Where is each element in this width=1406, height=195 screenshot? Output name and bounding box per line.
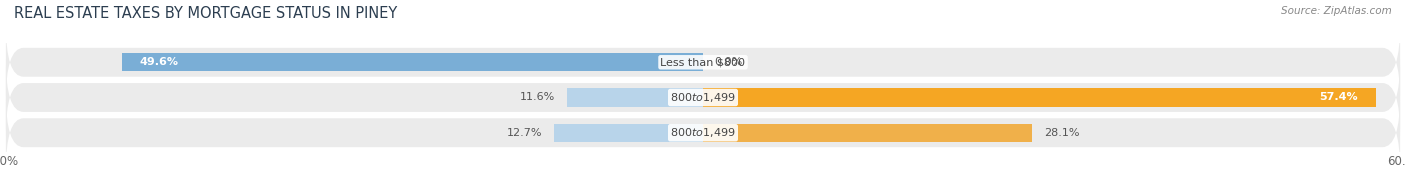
Text: 0.0%: 0.0% [714, 57, 742, 67]
FancyBboxPatch shape [6, 59, 1400, 136]
Text: $800 to $1,499: $800 to $1,499 [671, 91, 735, 104]
Bar [554, 124, 703, 142]
Text: $800 to $1,499: $800 to $1,499 [671, 126, 735, 139]
Text: REAL ESTATE TAXES BY MORTGAGE STATUS IN PINEY: REAL ESTATE TAXES BY MORTGAGE STATUS IN … [14, 6, 398, 21]
Text: Less than $800: Less than $800 [661, 57, 745, 67]
Text: 11.6%: 11.6% [520, 92, 555, 103]
Bar [122, 53, 703, 71]
Bar [703, 124, 1032, 142]
Bar [703, 88, 1375, 107]
Bar [567, 88, 703, 107]
FancyBboxPatch shape [6, 24, 1400, 101]
Text: Source: ZipAtlas.com: Source: ZipAtlas.com [1281, 6, 1392, 16]
Text: 57.4%: 57.4% [1319, 92, 1358, 103]
Text: 28.1%: 28.1% [1043, 128, 1080, 138]
FancyBboxPatch shape [6, 94, 1400, 171]
Text: 12.7%: 12.7% [508, 128, 543, 138]
Text: 49.6%: 49.6% [139, 57, 179, 67]
